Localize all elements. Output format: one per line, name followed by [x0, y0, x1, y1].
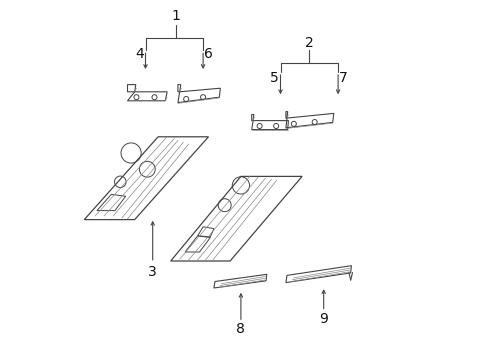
- Text: 6: 6: [203, 47, 212, 61]
- Text: 3: 3: [148, 265, 157, 279]
- Text: 1: 1: [171, 9, 180, 23]
- Text: 2: 2: [305, 36, 313, 50]
- Text: 8: 8: [236, 323, 245, 336]
- Text: 4: 4: [136, 47, 144, 61]
- Text: 7: 7: [339, 71, 347, 85]
- Text: 5: 5: [269, 71, 278, 85]
- Text: 9: 9: [319, 312, 327, 325]
